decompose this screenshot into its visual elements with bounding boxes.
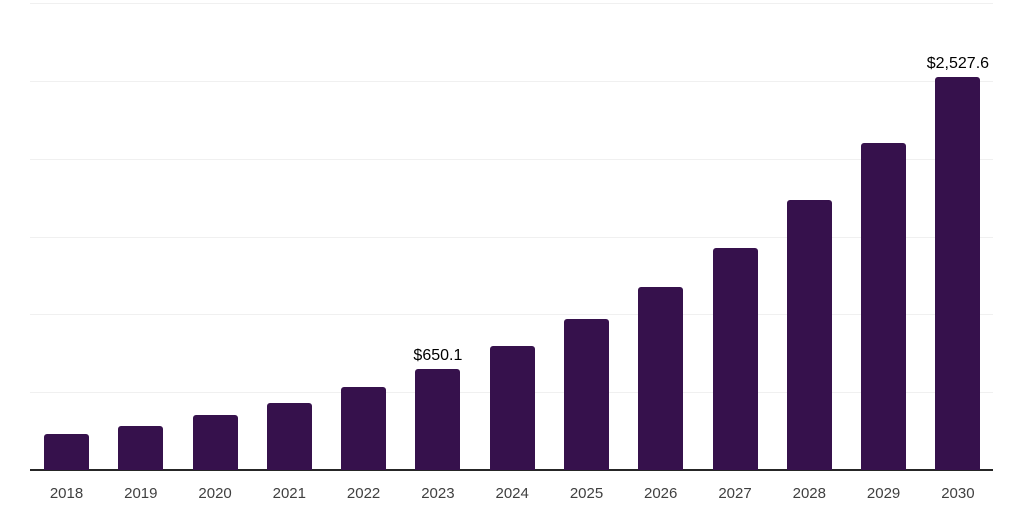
x-tick-label-2024: 2024 <box>495 485 529 502</box>
x-tick-label-2025: 2025 <box>569 485 604 502</box>
gridline-1000 <box>30 314 993 316</box>
x-tick-label-2028: 2028 <box>792 485 826 502</box>
value-label-2030: $2,527.6 <box>926 54 990 72</box>
x-tick-label-2022: 2022 <box>346 485 381 502</box>
x-tick-label-2018: 2018 <box>49 485 84 502</box>
x-tick-label-2030: 2030 <box>941 485 975 502</box>
bar-2030 <box>935 76 981 470</box>
bar-2027 <box>712 247 758 470</box>
x-tick-label-2023: 2023 <box>421 485 455 502</box>
x-tick-label-2021: 2021 <box>272 485 306 502</box>
value-label-2023: $650.1 <box>413 346 463 364</box>
x-tick-label-2027: 2027 <box>718 485 752 502</box>
bar-2018 <box>44 433 89 470</box>
x-tick-label-2026: 2026 <box>644 485 678 502</box>
x-tick-label-2020: 2020 <box>198 485 232 502</box>
gridline-2500 <box>30 80 993 82</box>
gridline-3000 <box>30 3 993 4</box>
bar-2026 <box>638 286 684 470</box>
gridline-2000 <box>30 158 993 160</box>
x-axis-line <box>30 469 993 471</box>
bar-2029 <box>861 143 907 470</box>
x-tick-label-2029: 2029 <box>866 485 901 502</box>
bar-2019 <box>118 426 164 470</box>
x-tick-label-2019: 2019 <box>124 485 158 502</box>
bar-2025 <box>564 319 609 470</box>
gridline-1500 <box>30 236 993 238</box>
bar-2021 <box>266 402 312 470</box>
bar-2022 <box>341 387 387 470</box>
bar-2023 <box>415 368 461 470</box>
bar-2024 <box>489 345 535 470</box>
bar-2028 <box>786 199 832 470</box>
bar-2020 <box>192 415 238 470</box>
